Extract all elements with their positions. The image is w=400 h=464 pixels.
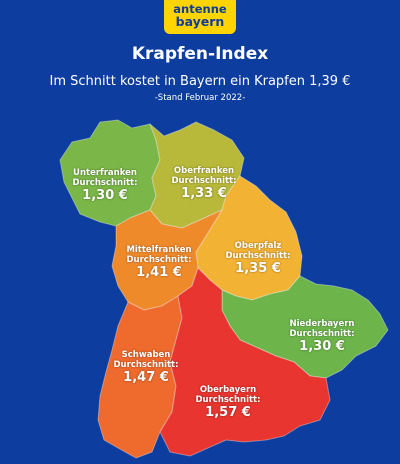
price-value: 1,35 € <box>235 261 281 276</box>
price-value: 1,33 € <box>181 186 227 201</box>
region-name: Oberpfalz <box>234 241 282 251</box>
region-name: Oberfranken <box>173 166 235 176</box>
region-name: Mittelfranken <box>126 245 192 255</box>
label-oberbayern: Oberbayern Durchschnitt: 1,57 € <box>173 385 283 421</box>
region-name: Niederbayern <box>289 319 355 329</box>
avg-label: Durchschnitt: <box>126 255 192 265</box>
logo-text-bayern: bayern <box>175 13 225 29</box>
label-oberpfalz: Oberpfalz Durchschnitt: 1,35 € <box>203 241 313 277</box>
price-value: 1,47 € <box>123 370 169 385</box>
avg-label: Durchschnitt: <box>113 360 179 370</box>
avg-label: Durchschnitt: <box>289 329 355 339</box>
label-niederbayern: Niederbayern Durchschnitt: 1,30 € <box>267 319 377 355</box>
label-unterfranken: Unterfranken Durchschnitt: 1,30 € <box>50 168 160 204</box>
price-value: 1,41 € <box>136 265 182 280</box>
page-subtitle: Im Schnitt kostet in Bayern ein Krapfen … <box>49 74 351 89</box>
price-value: 1,57 € <box>205 405 251 420</box>
avg-label: Durchschnitt: <box>195 395 261 405</box>
region-name: Schwaben <box>121 350 171 360</box>
region-name: Oberbayern <box>199 385 257 395</box>
antenne-bayern-logo: antenne bayern <box>164 0 236 34</box>
date-note: -Stand Februar 2022- <box>154 93 246 103</box>
label-schwaben: Schwaben Durchschnitt: 1,47 € <box>91 350 201 386</box>
region-oberbayern <box>159 267 331 457</box>
avg-label: Durchschnitt: <box>171 176 237 186</box>
label-oberfranken: Oberfranken Durchschnitt: 1,33 € <box>149 166 259 202</box>
price-value: 1,30 € <box>299 339 345 354</box>
region-name: Unterfranken <box>73 168 137 178</box>
label-mittelfranken: Mittelfranken Durchschnitt: 1,41 € <box>104 245 214 281</box>
page-title: Krapfen-Index <box>131 44 269 64</box>
avg-label: Durchschnitt: <box>225 251 291 261</box>
region-niederbayern <box>221 275 389 379</box>
logo-text-antenne: antenne <box>173 1 227 16</box>
avg-label: Durchschnitt: <box>72 178 138 188</box>
price-value: 1,30 € <box>82 188 128 203</box>
